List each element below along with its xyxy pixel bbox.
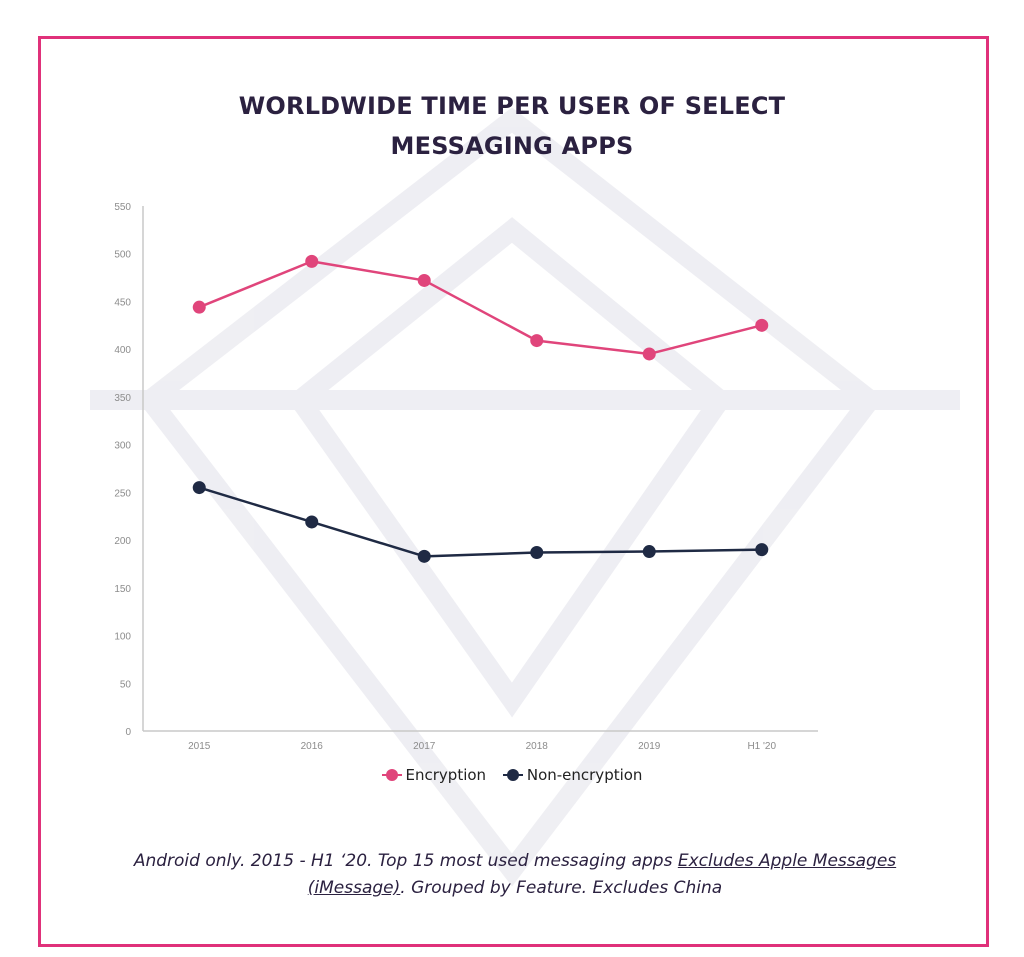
- legend: Encryption Non-encryption: [0, 766, 1024, 785]
- x-tick-label: 2019: [638, 741, 661, 752]
- x-tick-label: 2016: [301, 741, 324, 752]
- x-tick-label: H1 '20: [747, 741, 776, 752]
- y-tick-label: 500: [114, 250, 131, 261]
- data-point-encryption: [530, 334, 544, 348]
- legend-item-encryption: Encryption: [381, 766, 487, 784]
- footnote-link-excludes-apple-messages[interactable]: Excludes Apple Messages: [677, 851, 897, 871]
- series-line-non-encryption: [198, 486, 762, 558]
- footnote-text-before: Android only. 2015 - H1 ‘20. Top 15 most…: [133, 851, 678, 871]
- data-point-non-encryption: [305, 515, 319, 529]
- footnote-link-imessage[interactable]: (iMessage): [307, 878, 401, 898]
- footnote: Android only. 2015 - H1 ‘20. Top 15 most…: [60, 848, 970, 902]
- y-tick-label: 250: [114, 488, 131, 499]
- legend-label-non-encryption: Non-encryption: [526, 766, 643, 784]
- y-tick-label: 200: [114, 536, 131, 547]
- chart-title-line-1: WORLDWIDE TIME PER USER OF SELECT: [238, 92, 786, 120]
- y-tick-label: 300: [114, 441, 131, 452]
- y-tick-label: 450: [114, 297, 131, 308]
- legend-swatch-non-encryption: [502, 769, 523, 781]
- data-point-encryption: [755, 318, 769, 332]
- data-point-non-encryption: [530, 546, 544, 559]
- series-line-encryption: [198, 260, 763, 356]
- y-tick-label: 350: [114, 393, 131, 404]
- y-tick-label: 150: [114, 584, 131, 595]
- y-tick-label: 100: [114, 632, 131, 643]
- x-tick-label: 2018: [526, 741, 549, 752]
- footnote-text-after: . Grouped by Feature. Excludes China: [400, 878, 723, 898]
- data-point-encryption: [642, 347, 656, 361]
- chart-title-line-2: MESSAGING APPS: [390, 132, 634, 160]
- x-tick-label: 2015: [188, 741, 211, 752]
- y-tick-label: 0: [125, 727, 131, 738]
- x-tick-label: 2017: [413, 741, 436, 752]
- data-point-encryption: [305, 254, 319, 268]
- y-tick-label: 50: [120, 679, 132, 690]
- data-point-encryption: [192, 300, 206, 314]
- legend-label-encryption: Encryption: [405, 766, 487, 784]
- data-point-non-encryption: [642, 545, 656, 559]
- legend-item-non-encryption: Non-encryption: [502, 766, 643, 784]
- data-point-encryption: [417, 273, 431, 287]
- data-point-non-encryption: [192, 481, 206, 495]
- y-tick-label: 550: [114, 202, 131, 213]
- y-tick-label: 400: [114, 345, 131, 356]
- data-point-non-encryption: [417, 549, 431, 563]
- data-point-non-encryption: [755, 543, 769, 557]
- legend-swatch-encryption: [381, 769, 402, 781]
